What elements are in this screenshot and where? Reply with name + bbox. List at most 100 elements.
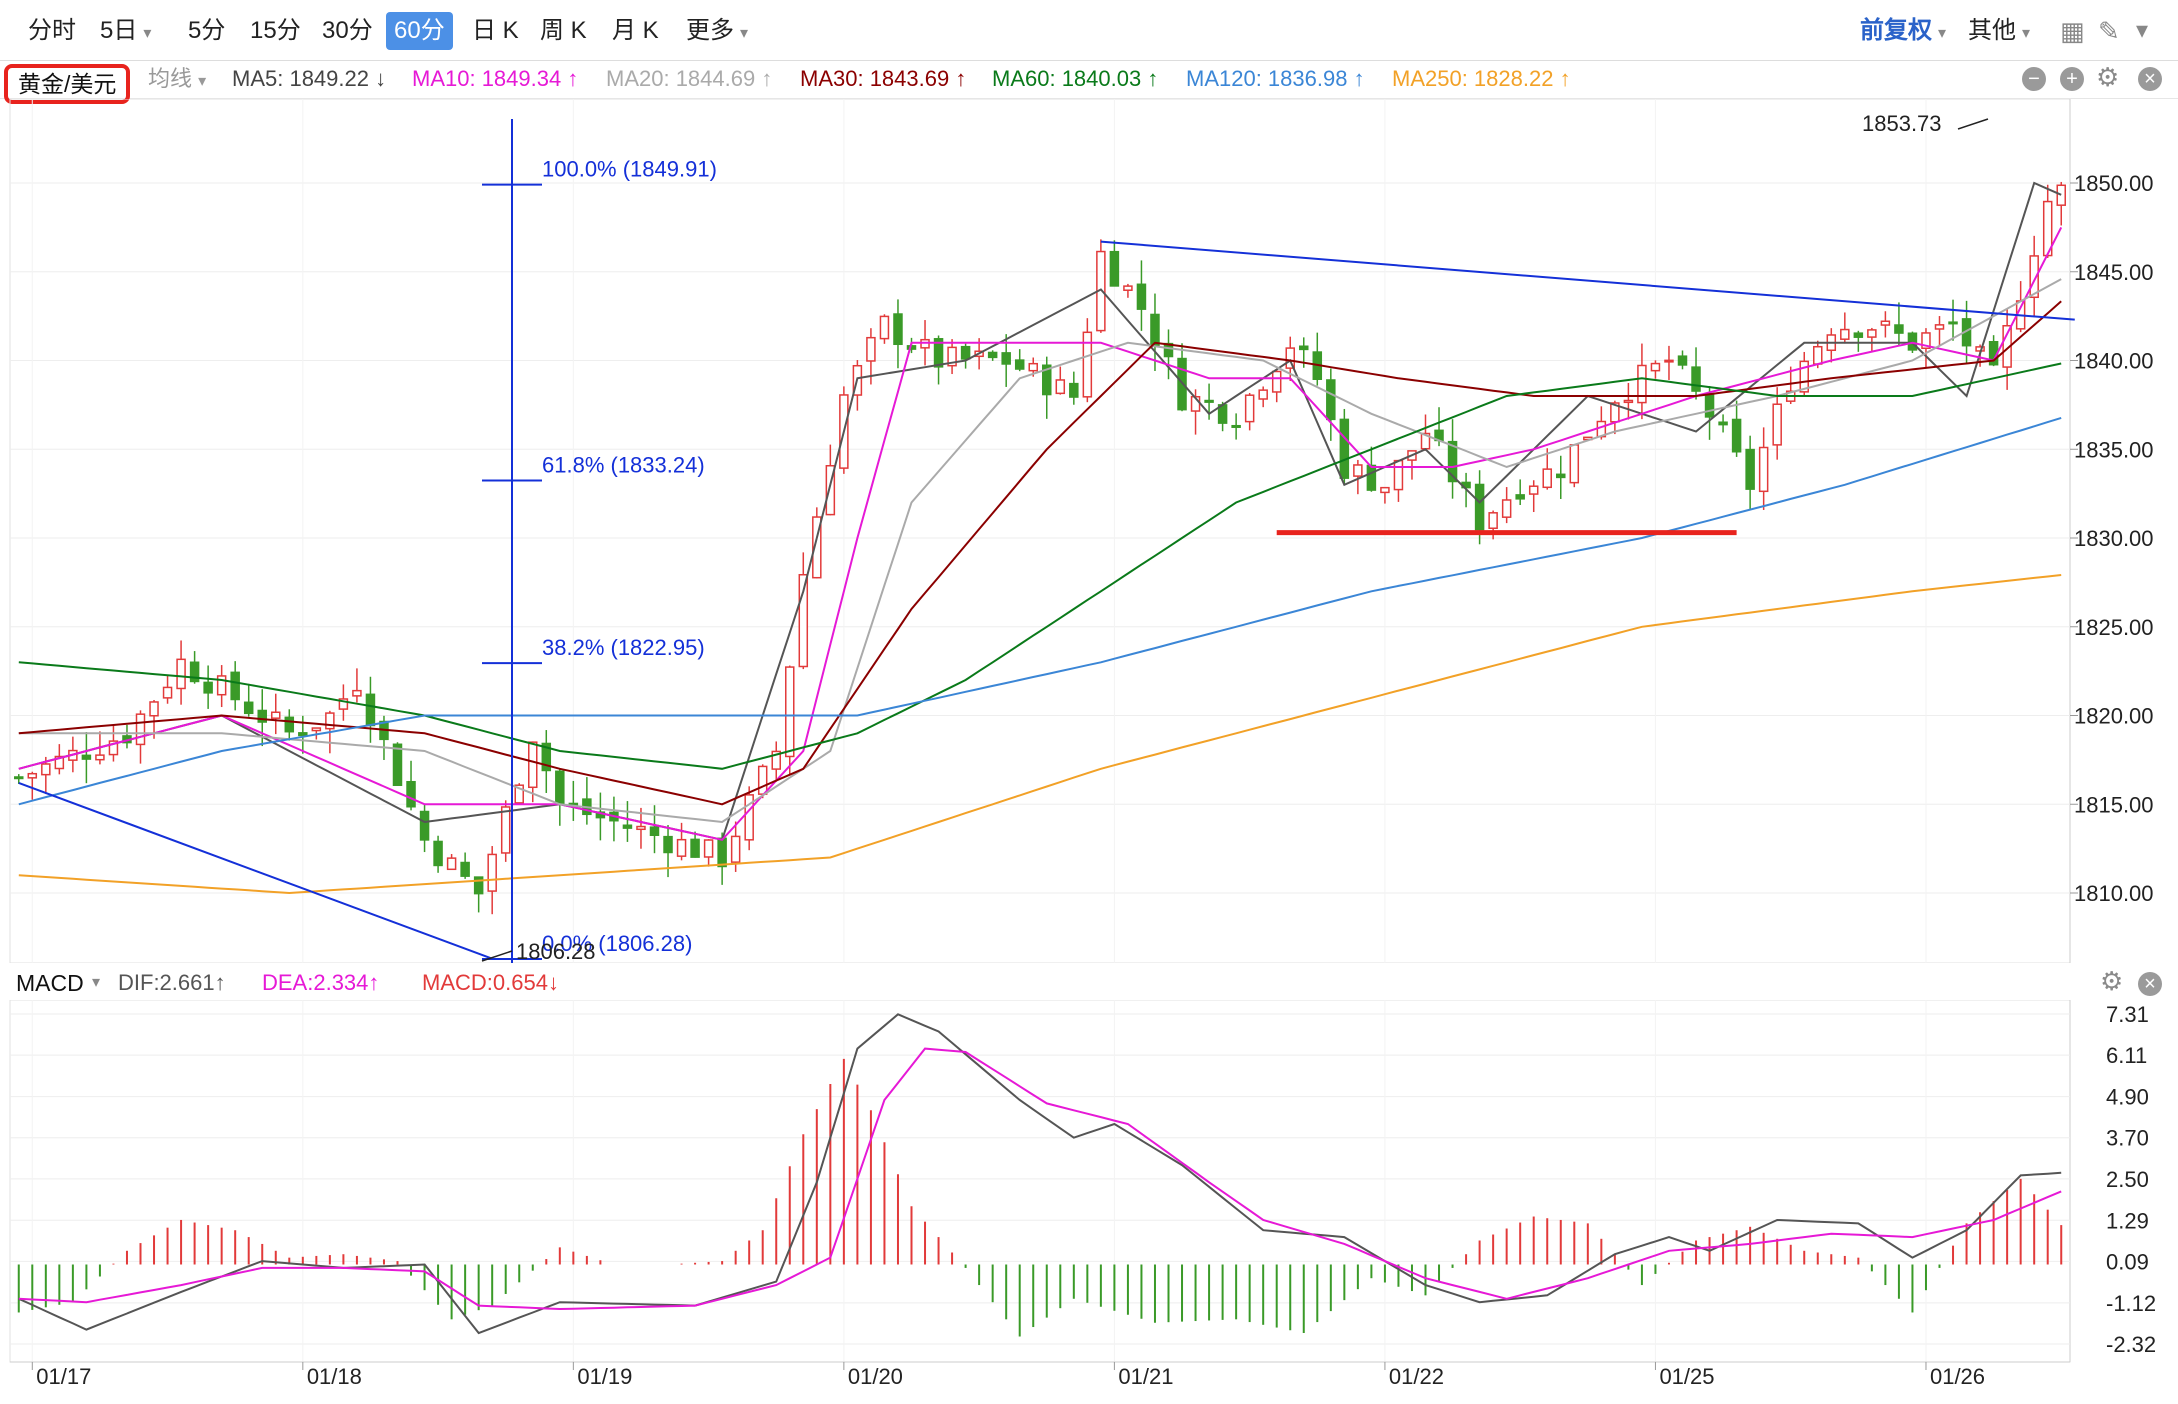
candle-body [744,794,754,841]
candle-body [1244,394,1255,423]
macd-title: MACD [16,970,84,996]
candle-body [1366,464,1377,491]
tab-5day[interactable]: 5日 ▾ [100,12,151,50]
price-tick-label: 1830.00 [2074,526,2154,551]
price-tick-label: 1815.00 [2074,792,2154,817]
ma5-line [18,181,2062,841]
candle-body [798,573,809,668]
candle-body [446,857,457,871]
candle-body [1650,362,1661,372]
candle-body [1664,359,1674,363]
candle-body [987,351,998,359]
draw-pen-icon[interactable]: ✎ [2098,16,2120,46]
other-dropdown[interactable]: 其他 ▾ [1968,12,2030,50]
low-arrow [481,950,513,962]
candle-body [338,698,349,710]
candle-body [1813,345,1823,365]
candlestick-chart[interactable]: 1850.00 1845.00 1840.00 1835.00 1830.00 1825.… [0,99,2178,963]
candle-body [284,716,295,733]
close-icon[interactable]: × [2138,67,2162,91]
tab-monthly-k[interactable]: 月 K [612,17,659,44]
candle-body [933,338,944,368]
tab-weekly-k[interactable]: 周 K [540,17,587,44]
tab-15min[interactable]: 15分 [250,17,301,44]
candle-body [257,709,267,723]
candle-body [392,743,403,787]
candle-body [1488,512,1498,529]
macd-tick-label: 1.29 [2106,1208,2149,1233]
gear-icon[interactable]: ⚙ [2100,966,2124,996]
candle-body [1258,389,1268,400]
macd-tick-label: 0.09 [2106,1249,2149,1274]
macd-value-label: MACD:0.654↓ [422,970,559,995]
macd-tick-label: 2.50 [2106,1167,2149,1192]
close-icon[interactable]: × [2138,972,2162,996]
ma60-line [18,362,2062,770]
candle-body [1299,345,1309,351]
price-tick-label: 1845.00 [2074,260,2154,285]
candle-body [1718,421,1728,426]
ma5-label: MA5: 1849.22 ↓ [232,66,387,91]
ma30-label: MA30: 1843.69 ↑ [800,66,967,91]
tab-5min[interactable]: 5分 [188,17,226,44]
candle-body [1474,483,1485,531]
ma120-label: MA120: 1836.98 ↑ [1186,66,1365,91]
candle-body [879,315,890,340]
price-tick-label: 1820.00 [2074,704,2154,729]
tab-60min[interactable]: 60分 [386,12,453,50]
candle-body [1231,424,1241,428]
fib-level-label: 38.2% (1822.95) [542,635,705,660]
grid-layout-icon[interactable]: ▦ [2060,16,2085,46]
candle-body [1082,331,1093,398]
fib-level-label: 100.0% (1849.91) [542,157,717,182]
candle-body [690,838,700,858]
chevron-down-icon[interactable]: ▾ [92,974,101,991]
tab-30min[interactable]: 30分 [322,17,373,44]
gear-icon[interactable]: ⚙ [2096,62,2120,92]
adjust-label: 前复权 [1860,17,1932,44]
candle-body [866,336,876,362]
macd-chart[interactable]: 7.31 6.11 4.90 3.70 2.50 1.29 0.09 -1.12 -2.32 01… [0,1000,2178,1404]
candle-body [757,765,768,795]
symbol-selector[interactable]: 黄金/美元 [4,64,131,104]
candle-body [271,711,281,719]
tab-more-label: 更多 [686,17,734,44]
candle-body [1028,362,1038,372]
tab-intraday[interactable]: 分时 [28,17,76,44]
candle-body [1799,360,1809,393]
candle-body [1677,355,1688,366]
tab-more[interactable]: 更多 ▾ [686,12,748,50]
candle-body [1731,418,1742,453]
candle-body [825,465,836,516]
macd-tick-label: 4.90 [2106,1085,2149,1110]
candle-body [433,840,443,867]
other-label: 其他 [1968,17,2016,44]
candle-body [1745,448,1755,490]
tab-5day-label: 5日 [100,17,138,44]
add-icon[interactable]: + [2060,67,2084,91]
candle-body [189,661,200,683]
collapse-icon[interactable]: − [2022,67,2046,91]
price-tick-label: 1810.00 [2074,881,2154,906]
candle-body [1069,382,1079,398]
candle-body [1109,250,1120,287]
ma10-label: MA10: 1849.34 ↑ [412,66,579,91]
fib-level-label: 61.8% (1833.24) [542,452,705,477]
candle-body [960,345,971,360]
candle-body [1515,494,1525,500]
candle-body [1894,324,1904,334]
candle-body [730,835,741,863]
candle-body [1556,473,1566,479]
candle-body [27,772,38,779]
adjust-dropdown[interactable]: 前复权 ▾ [1860,12,1946,50]
candle-body [1136,283,1147,310]
macd-dif-label: DIF:2.661↑ [118,970,226,995]
ma-mode-dropdown[interactable]: 均线 ▾ [148,64,206,94]
candle-body [1447,440,1458,483]
candle-body [1623,399,1634,404]
candle-body [108,740,119,756]
candle-body [649,826,660,836]
chevron-down-icon: ▾ [1938,25,1947,42]
chevron-down-icon[interactable]: ▾ [2136,17,2149,44]
tab-daily-k[interactable]: 日 K [472,17,519,44]
